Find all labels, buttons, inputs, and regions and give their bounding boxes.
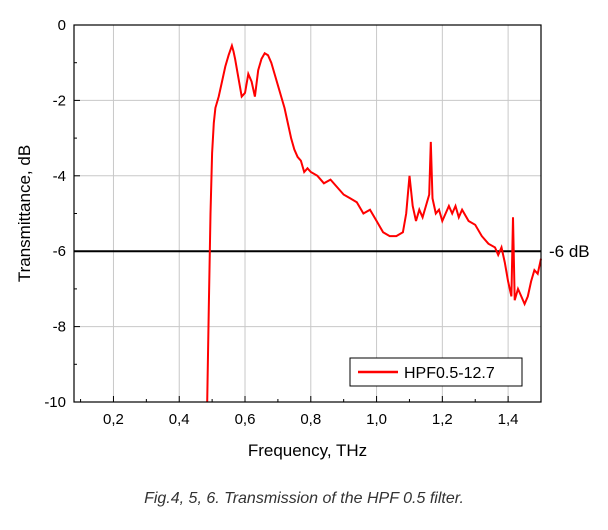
x-tick-label: 1,0 xyxy=(366,411,387,428)
x-tick-label: 0,2 xyxy=(103,411,124,428)
x-tick-label: 0,4 xyxy=(169,411,190,428)
series-line-hpf xyxy=(206,42,542,403)
figure-caption: Fig.4, 5, 6. Transmission of the HPF 0.5… xyxy=(144,490,464,507)
reference-line-label: -6 dB xyxy=(549,242,590,261)
axis-tick-labels: 0,2 0,4 0,6 0,8 1,0 1,2 1,4 0 -2 -4 -6 -8 -10 xyxy=(44,17,518,428)
x-tick-label: 0,8 xyxy=(300,411,321,428)
x-tick-label: 1,4 xyxy=(498,411,519,428)
x-tick-label: 1,2 xyxy=(432,411,453,428)
chart-canvas: 0,2 0,4 0,6 0,8 1,0 1,2 1,40-2-4-6-8-10 -6 dB … xyxy=(15,17,590,460)
y-tick-label: -4 xyxy=(53,168,66,185)
plot-frame xyxy=(73,24,542,403)
y-tick-label: -6 xyxy=(53,243,66,260)
grid-lines xyxy=(74,24,541,403)
y-tick-label: -10 xyxy=(44,394,66,411)
x-tick-label: 0,6 xyxy=(235,411,256,428)
y-tick-label: 0 xyxy=(58,17,66,34)
y-tick-label: -8 xyxy=(53,319,66,336)
legend-entry-label: HPF0.5-12.7 xyxy=(404,365,495,382)
y-tick-label: -2 xyxy=(53,92,66,109)
axis-ticks xyxy=(74,24,542,403)
y-axis-title: Transmittance, dB xyxy=(15,145,34,282)
x-axis-title: Frequency, THz xyxy=(248,441,367,460)
legend: HPF0.5-12.7 xyxy=(349,357,523,387)
